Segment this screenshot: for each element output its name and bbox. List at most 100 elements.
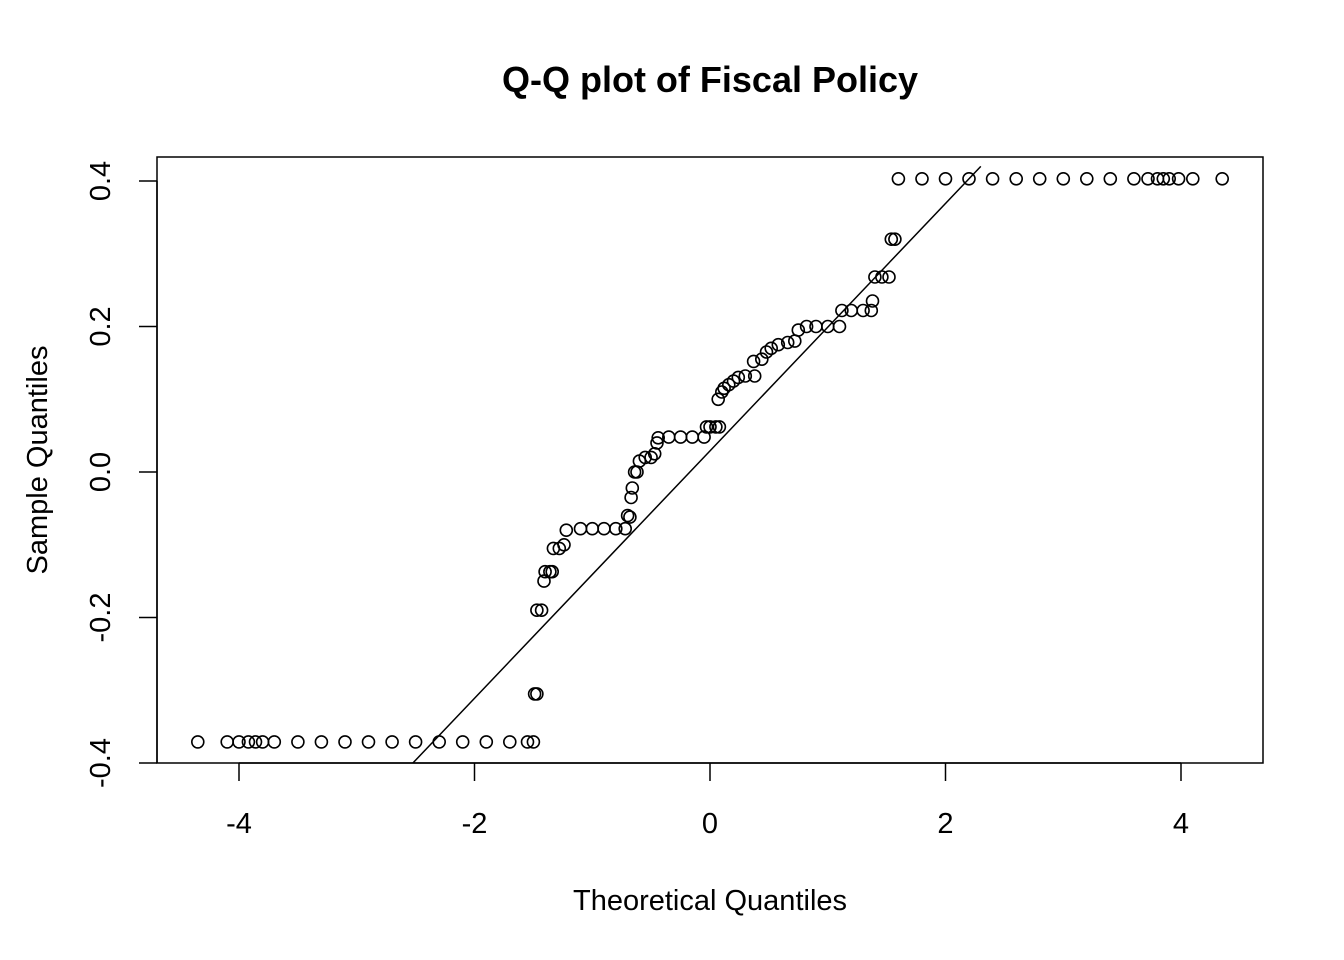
data-point <box>1032 172 1047 186</box>
data-point <box>1141 172 1155 186</box>
data-point <box>791 323 806 337</box>
data-point <box>938 172 953 186</box>
data-point <box>882 270 896 284</box>
data-point <box>699 420 714 434</box>
data-point <box>865 294 880 308</box>
data-point <box>241 735 256 749</box>
data-point <box>832 319 847 334</box>
reference-line-group <box>412 165 982 764</box>
data-point <box>1156 172 1171 186</box>
data-point <box>557 537 571 552</box>
data-point <box>537 574 551 588</box>
x-axis-label: Theoretical Quantiles <box>573 885 847 917</box>
data-point <box>479 735 494 749</box>
y-tick-label: -0.4 <box>85 738 117 788</box>
data-point <box>868 270 882 284</box>
data-point <box>585 521 600 536</box>
data-point <box>697 430 711 444</box>
data-point <box>573 521 588 536</box>
data-point <box>608 521 623 536</box>
data-point <box>1056 172 1071 186</box>
data-point <box>771 337 786 352</box>
data-point <box>1009 172 1024 186</box>
data-point <box>856 303 870 318</box>
y-tick-label: 0.2 <box>85 306 117 346</box>
data-point <box>746 354 761 369</box>
data-point <box>232 735 246 749</box>
data-point <box>545 564 560 579</box>
y-axis-label: Sample Quantiles <box>22 346 54 575</box>
data-point <box>1103 172 1118 186</box>
data-point <box>1171 172 1186 186</box>
data-point <box>884 232 899 246</box>
x-tick-label: 4 <box>1173 808 1189 840</box>
data-point <box>220 735 234 749</box>
data-points <box>191 172 1229 749</box>
data-point <box>559 523 574 538</box>
data-point <box>638 450 653 465</box>
y-tick-label: -0.2 <box>85 593 117 643</box>
x-tick-label: 0 <box>702 808 718 840</box>
data-point <box>267 735 282 749</box>
data-point <box>191 735 205 749</box>
data-point <box>538 564 552 579</box>
data-point <box>455 735 470 749</box>
y-tick-label: 0.4 <box>85 161 117 201</box>
data-point <box>712 420 727 434</box>
data-point <box>1127 172 1141 186</box>
x-axis: -4 -2 0 2 4 <box>226 762 1189 840</box>
data-point <box>385 735 399 749</box>
data-point <box>338 735 352 749</box>
x-tick-label: -2 <box>462 808 488 840</box>
data-point <box>291 735 305 749</box>
data-point <box>650 436 664 450</box>
data-point <box>738 369 753 383</box>
data-point <box>624 490 638 505</box>
plot-frame <box>156 156 1264 764</box>
x-tick-label: 2 <box>937 808 953 840</box>
data-point <box>526 735 541 749</box>
data-point <box>764 341 779 356</box>
chart-title: Q-Q plot of Fiscal Policy <box>502 59 918 100</box>
data-point <box>530 603 544 618</box>
data-point <box>597 521 611 536</box>
data-point <box>361 735 376 749</box>
x-tick-label: -4 <box>226 808 252 840</box>
data-point <box>891 172 906 186</box>
data-point <box>711 392 726 407</box>
data-point <box>799 319 814 334</box>
data-point <box>864 303 879 318</box>
data-point <box>1080 172 1094 186</box>
data-point <box>625 481 640 495</box>
data-point <box>651 430 666 445</box>
data-point <box>1215 172 1229 186</box>
data-point <box>618 521 633 536</box>
data-point <box>534 603 549 618</box>
data-point <box>754 352 769 367</box>
data-point <box>432 735 447 749</box>
data-point <box>915 172 929 186</box>
data-point <box>685 430 700 444</box>
data-point <box>248 735 263 749</box>
data-point <box>502 735 517 749</box>
data-point <box>408 735 423 749</box>
data-point <box>703 420 717 434</box>
data-point <box>1186 172 1200 186</box>
data-point <box>985 172 1000 186</box>
data-point <box>731 370 746 385</box>
data-point <box>747 369 762 383</box>
data-point <box>962 172 976 186</box>
data-point <box>623 510 637 524</box>
data-point <box>787 334 802 348</box>
data-point <box>255 735 270 749</box>
data-point <box>620 508 635 523</box>
data-point <box>673 430 688 444</box>
data-point <box>520 735 535 749</box>
data-point <box>314 735 329 749</box>
data-point <box>835 303 849 318</box>
y-tick-label: 0.0 <box>85 452 117 492</box>
data-point <box>530 687 544 701</box>
data-point <box>875 270 889 284</box>
y-axis: -0.4 -0.2 0.0 0.2 0.4 <box>85 161 158 788</box>
